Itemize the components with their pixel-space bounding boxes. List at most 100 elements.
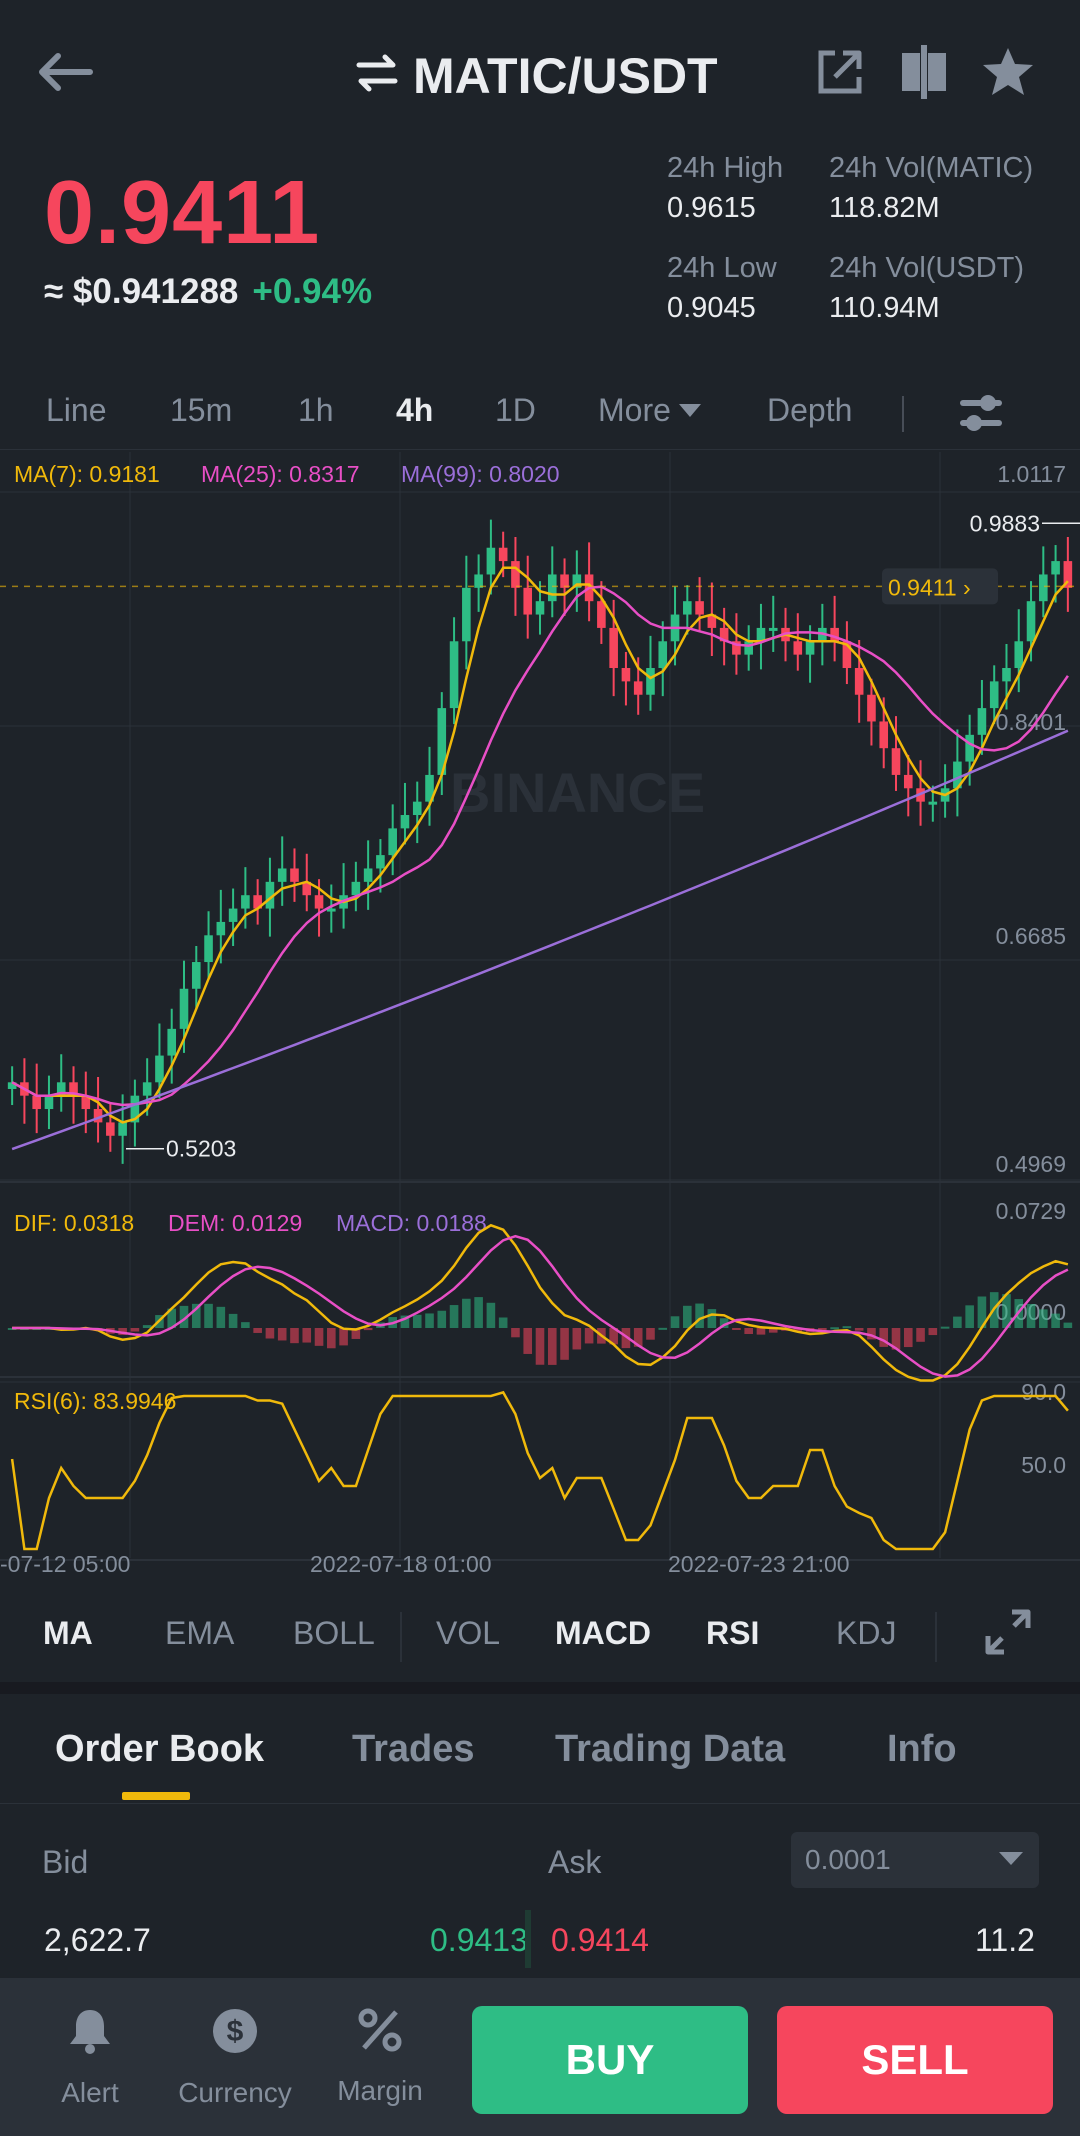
candle-body	[1014, 641, 1024, 669]
sell-button[interactable]: SELL	[777, 2006, 1053, 2114]
candle-body	[167, 1028, 177, 1056]
candle-body	[290, 868, 299, 882]
candle-body	[879, 721, 889, 749]
candle-body	[191, 962, 201, 989]
stat-value: 0.9615	[667, 192, 756, 224]
tf-depth[interactable]: Depth	[767, 392, 853, 428]
macd-bar	[768, 1328, 778, 1333]
ma-legend-item: MA(25): 0.8317	[201, 461, 360, 487]
candle-body	[486, 547, 496, 575]
top-bar: MATIC/USDT	[0, 0, 1080, 150]
tf-line[interactable]: Line	[46, 392, 107, 428]
macd-bar	[1063, 1322, 1073, 1328]
precision-select[interactable]: 0.0001	[791, 1832, 1039, 1888]
candle-body	[437, 708, 447, 775]
macd-bar	[879, 1328, 889, 1347]
kline-chart[interactable]: BINANCE MA(7): 0.9181 MA(25): 0.8317 MA(99)…	[0, 452, 1080, 1588]
star-icon[interactable]	[978, 42, 1038, 102]
usd-price: ≈ $0.941288	[44, 272, 239, 311]
orderbook-row[interactable]: 2,622.7 0.9413 0.9414 11.2	[0, 1908, 1080, 1972]
fullscreen-icon[interactable]	[984, 1608, 1032, 1661]
buy-button[interactable]: BUY	[472, 2006, 748, 2114]
margin-button[interactable]: Margin	[310, 2008, 450, 2107]
ind-boll[interactable]: BOLL	[293, 1615, 375, 1651]
tab-trades[interactable]: Trades	[352, 1728, 475, 1770]
candle-body	[1063, 561, 1073, 588]
ma25-line	[11, 585, 1069, 1107]
section-divider	[0, 1682, 1080, 1694]
macd-bar	[670, 1316, 680, 1328]
macd-bar	[1039, 1309, 1048, 1328]
candle-body	[363, 868, 373, 882]
macd-bar	[314, 1328, 324, 1346]
candle-body	[560, 574, 569, 588]
macd-bar	[1051, 1313, 1060, 1328]
tf-1h[interactable]: 1h	[298, 392, 334, 428]
candle-body	[965, 734, 974, 762]
tf-1d[interactable]: 1D	[495, 392, 536, 428]
ind-rsi[interactable]: RSI	[706, 1615, 760, 1651]
candle-body	[228, 908, 238, 922]
bid-price: 0.9413	[430, 1922, 528, 1958]
price-change: +0.94%	[252, 272, 373, 311]
ma7-line	[11, 566, 1069, 1124]
currency-label: Currency	[178, 2077, 292, 2108]
stat-label: 24h Vol(USDT)	[829, 252, 1025, 284]
candle-body	[523, 587, 533, 615]
price-axis-label: 1.0117	[997, 461, 1066, 487]
tab-trading-data[interactable]: Trading Data	[555, 1728, 786, 1770]
timeframe-bar: Line 15m 1h 4h 1D More Depth	[0, 380, 1080, 450]
candle-body	[69, 1082, 78, 1096]
candle-body	[756, 627, 766, 642]
macd-bar	[302, 1328, 312, 1343]
pair-selector[interactable]: MATIC/USDT	[355, 44, 718, 108]
macd-bar	[167, 1308, 177, 1328]
macd-bar	[818, 1328, 827, 1331]
candle-body	[351, 881, 361, 896]
percent-icon	[358, 2008, 402, 2052]
candle-body	[118, 1122, 127, 1136]
macd-bar	[646, 1328, 655, 1340]
swap-icon	[355, 47, 399, 105]
chart-settings-icon[interactable]	[958, 392, 1004, 441]
macd-bar	[683, 1305, 692, 1328]
candle-body	[462, 587, 471, 642]
macd-legend-item: DIF: 0.0318	[14, 1210, 134, 1236]
macd-bar	[928, 1328, 938, 1336]
precision-value: 0.0001	[805, 1844, 891, 1875]
tf-more[interactable]: More	[598, 392, 701, 429]
ind-ema[interactable]: EMA	[165, 1615, 235, 1651]
candle-body	[32, 1095, 41, 1110]
stat-value: 110.94M	[829, 292, 940, 324]
tf-4h[interactable]: 4h	[396, 392, 434, 428]
candle-body	[425, 774, 434, 802]
rsi-axis-label: 50.0	[1021, 1452, 1066, 1478]
ind-macd[interactable]: MACD	[555, 1615, 651, 1651]
candle-body	[265, 881, 275, 909]
alert-button[interactable]: Alert	[20, 2008, 160, 2109]
macd-bar	[953, 1316, 962, 1328]
high-price-marker: 0.9883	[970, 510, 1040, 536]
bid-quantity: 2,622.7	[44, 1922, 151, 1958]
last-price: 0.9411	[44, 163, 321, 263]
tab-info[interactable]: Info	[887, 1728, 957, 1770]
dollar-icon: $	[213, 2009, 257, 2053]
price-axis-label: 0.4969	[996, 1151, 1066, 1177]
macd-bar	[179, 1305, 189, 1328]
candle-body	[1002, 668, 1011, 682]
back-arrow-icon[interactable]	[36, 42, 96, 102]
macd-bar	[744, 1328, 753, 1334]
macd-bar	[449, 1305, 459, 1328]
share-icon[interactable]	[810, 42, 870, 102]
ind-ma[interactable]: MA	[43, 1615, 93, 1651]
compare-icon[interactable]	[894, 42, 954, 102]
ind-vol[interactable]: VOL	[436, 1615, 501, 1651]
ind-kdj[interactable]: KDJ	[836, 1615, 897, 1651]
macd-bar	[142, 1325, 152, 1328]
bid-depth-bar	[525, 1910, 531, 1968]
tab-order-book[interactable]: Order Book	[55, 1728, 265, 1770]
currency-button[interactable]: $ Currency	[165, 2008, 305, 2109]
candle-body	[155, 1055, 164, 1083]
ma99-line	[11, 729, 1069, 1151]
tf-15m[interactable]: 15m	[170, 392, 233, 428]
